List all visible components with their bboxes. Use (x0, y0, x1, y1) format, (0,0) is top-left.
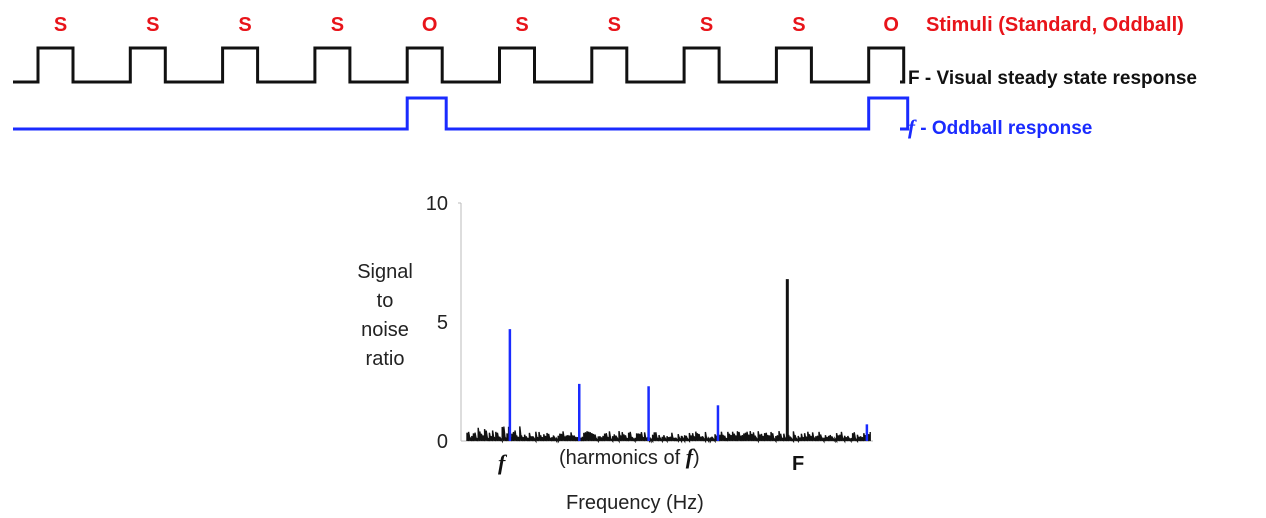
y-tick-labels: 0 5 10 (426, 193, 448, 453)
y-tick-label: 0 (437, 431, 448, 453)
oddball-symbol: f (908, 115, 917, 139)
stimulus-letter: O (883, 14, 899, 36)
stimulus-letter: S (54, 14, 67, 36)
stimulus-letter: S (331, 14, 344, 36)
y-tick-label: 10 (426, 193, 448, 215)
stimulus-letter: S (515, 14, 528, 36)
harmonics-symbol: f (686, 444, 696, 469)
oddball-trace (13, 96, 910, 131)
stimulus-letter: S (792, 14, 805, 36)
y-tick-label: 5 (437, 312, 448, 334)
oddball-label-text: - Oddball response (915, 118, 1092, 139)
harmonics-annotation: (harmonics of f) (559, 444, 700, 469)
harmonics-suffix: ) (693, 447, 700, 469)
spectral-peaks (508, 279, 869, 441)
stimulus-letter: S (238, 14, 251, 36)
noise-floor (466, 426, 871, 444)
x-axis-label: Frequency (Hz) (566, 492, 704, 514)
ssvep-label: F - Visual steady state response (908, 68, 1197, 89)
stimulus-letter: O (422, 14, 438, 36)
oddball-label: f - Oddball response (908, 115, 1092, 139)
stimulus-letter: S (146, 14, 159, 36)
y-axis-label-line: to (377, 290, 394, 312)
y-axis-label-line: Signal (357, 261, 413, 283)
harmonics-prefix: (harmonics of (559, 447, 686, 469)
snr-spectrum-chart: 0 5 10 Signal to noise ratio f (harmonics of … (357, 193, 873, 514)
f-annotation: f (498, 450, 508, 475)
F-annotation: F (792, 453, 804, 475)
y-axis-label-line: noise (361, 319, 409, 341)
stimulus-letter: S (608, 14, 621, 36)
y-axis-label: Signal to noise ratio (357, 261, 413, 370)
stimulus-letter: S (700, 14, 713, 36)
ssvep-trace (13, 46, 906, 84)
y-axis-label-line: ratio (366, 348, 405, 370)
stimuli-label: Stimuli (Standard, Oddball) (926, 14, 1184, 36)
